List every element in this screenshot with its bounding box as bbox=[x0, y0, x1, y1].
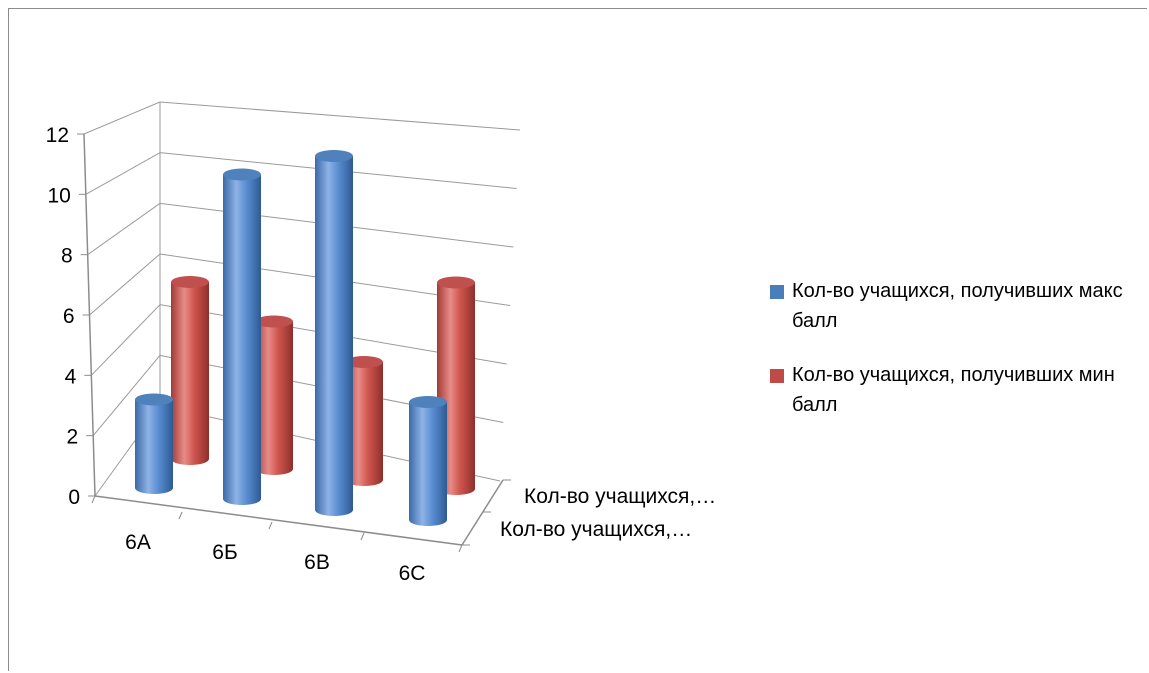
bar-max-1-body bbox=[223, 174, 261, 505]
chart-legend: Кол-во учащихся, получивших макс балл Ко… bbox=[770, 276, 1149, 444]
side-gridline bbox=[85, 152, 161, 195]
bar-min-2-body bbox=[345, 362, 383, 486]
x-tick-mark bbox=[360, 532, 365, 541]
side-gridline bbox=[83, 101, 161, 135]
bar-min-1-body bbox=[255, 321, 293, 475]
legend-label-min: Кол-во учащихся, получивших мин балл bbox=[792, 364, 1115, 416]
y-tick-label: 6 bbox=[63, 305, 75, 328]
bar-min-0-body bbox=[171, 282, 209, 465]
side-gridline bbox=[89, 253, 161, 316]
y-tick-label: 10 bbox=[47, 184, 70, 207]
bar-max-3 bbox=[409, 396, 447, 526]
bar-min-2-top bbox=[345, 356, 383, 368]
bar-min-0 bbox=[171, 276, 209, 465]
bar-min-3-top bbox=[437, 276, 475, 289]
legend-label-max: Кол-во учащихся, получивших макс балл bbox=[792, 280, 1123, 332]
y-tick-label: 8 bbox=[61, 245, 73, 268]
x-axis-line bbox=[94, 495, 463, 546]
y-tick-label: 12 bbox=[46, 124, 69, 147]
bar-max-1 bbox=[223, 168, 261, 505]
legend-item-max: Кол-во учащихся, получивших макс балл bbox=[770, 276, 1149, 336]
x-category-label: 6В bbox=[304, 551, 330, 574]
x-tick-mark bbox=[268, 521, 273, 530]
x-category-label: 6Б bbox=[212, 541, 237, 564]
x-category-label: 6А bbox=[125, 531, 151, 554]
y-tick-label: 4 bbox=[65, 365, 77, 388]
side-gridline bbox=[92, 355, 161, 436]
depth-axis-line bbox=[461, 479, 504, 546]
bar-min-0-top bbox=[171, 276, 209, 288]
depth-series-label: Кол-во учащихся,… bbox=[500, 518, 692, 541]
bar-max-2 bbox=[315, 150, 353, 516]
bar-max-2-top bbox=[315, 150, 353, 162]
x-tick-mark bbox=[458, 544, 463, 553]
bar-max-3-body bbox=[409, 402, 447, 526]
bar-min-1 bbox=[255, 315, 293, 475]
bar-max-2-body bbox=[315, 156, 353, 516]
side-gridline bbox=[90, 304, 161, 376]
bar-max-0 bbox=[135, 393, 173, 494]
back-gridline bbox=[159, 101, 521, 131]
bar-max-3-top bbox=[409, 396, 447, 408]
x-tick-mark bbox=[91, 495, 96, 504]
y-tick-label: 2 bbox=[66, 426, 78, 449]
bar-min-1-top bbox=[255, 315, 293, 328]
legend-swatch-min bbox=[770, 369, 784, 383]
y-tick-label: 0 bbox=[68, 486, 80, 509]
x-category-label: 6С bbox=[399, 562, 426, 585]
legend-swatch-max bbox=[770, 285, 784, 299]
depth-series-label: Кол-во учащихся,… bbox=[524, 485, 716, 508]
side-gridline bbox=[87, 202, 161, 256]
chart-frame bbox=[8, 8, 1147, 671]
x-tick-mark bbox=[178, 511, 183, 520]
bar-max-0-body bbox=[135, 399, 173, 494]
bar-min-2 bbox=[345, 356, 383, 486]
bar-max-1-top bbox=[223, 168, 261, 181]
legend-item-min: Кол-во учащихся, получивших мин балл bbox=[770, 360, 1149, 420]
bar-max-0-top bbox=[135, 393, 173, 406]
